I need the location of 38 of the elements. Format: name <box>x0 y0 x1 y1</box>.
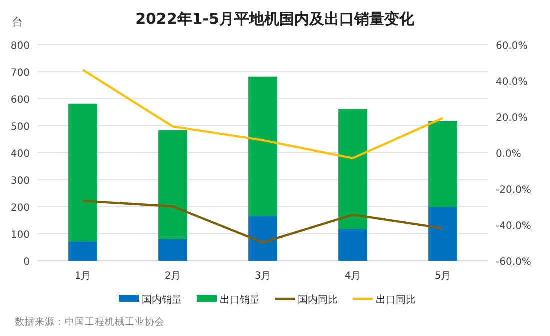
y2-tick-label: 0.0% <box>496 149 522 160</box>
x-tick-label: 1月 <box>74 271 92 282</box>
y-axis-title: 台 <box>12 16 23 29</box>
x-tick-label: 2月 <box>164 271 182 282</box>
y2-tick-label: -40.0% <box>496 221 532 232</box>
x-tick-label: 3月 <box>254 271 272 282</box>
y-tick-label: 500 <box>10 122 30 133</box>
y-tick-label: 700 <box>10 68 30 79</box>
y2-tick-label: 40.0% <box>496 77 528 88</box>
legend-label: 出口同比 <box>376 294 416 306</box>
bar <box>248 76 278 216</box>
legend-label: 国内同比 <box>298 294 338 306</box>
bar <box>338 229 368 261</box>
y-tick-label: 0 <box>24 257 30 268</box>
x-tick-label: 4月 <box>344 271 362 282</box>
y2-tick-label: -20.0% <box>496 185 532 196</box>
chart-title: 2022年1-5月平地机国内及出口销量变化 <box>136 10 416 28</box>
legend-label: 出口销量 <box>220 294 260 306</box>
bar <box>248 216 278 261</box>
y-tick-label: 200 <box>10 203 30 214</box>
source-note: 数据来源：中国工程机械工业协会 <box>15 316 165 328</box>
x-tick-label: 5月 <box>434 271 452 282</box>
y-tick-label: 100 <box>10 230 30 241</box>
bar <box>158 130 188 240</box>
y-tick-label: 800 <box>10 41 30 52</box>
y-tick-label: 400 <box>10 149 30 160</box>
bar <box>68 104 98 242</box>
bar <box>428 121 458 207</box>
legend-label: 国内销量 <box>142 294 182 306</box>
y2-tick-label: -60.0% <box>496 257 532 268</box>
bar <box>158 239 188 261</box>
bar <box>338 109 368 230</box>
y2-tick-label: 60.0% <box>496 41 528 52</box>
bar <box>428 207 458 261</box>
y-tick-label: 300 <box>10 176 30 187</box>
bar <box>68 242 98 261</box>
y2-tick-label: 20.0% <box>496 113 528 124</box>
y-tick-label: 600 <box>10 95 30 106</box>
